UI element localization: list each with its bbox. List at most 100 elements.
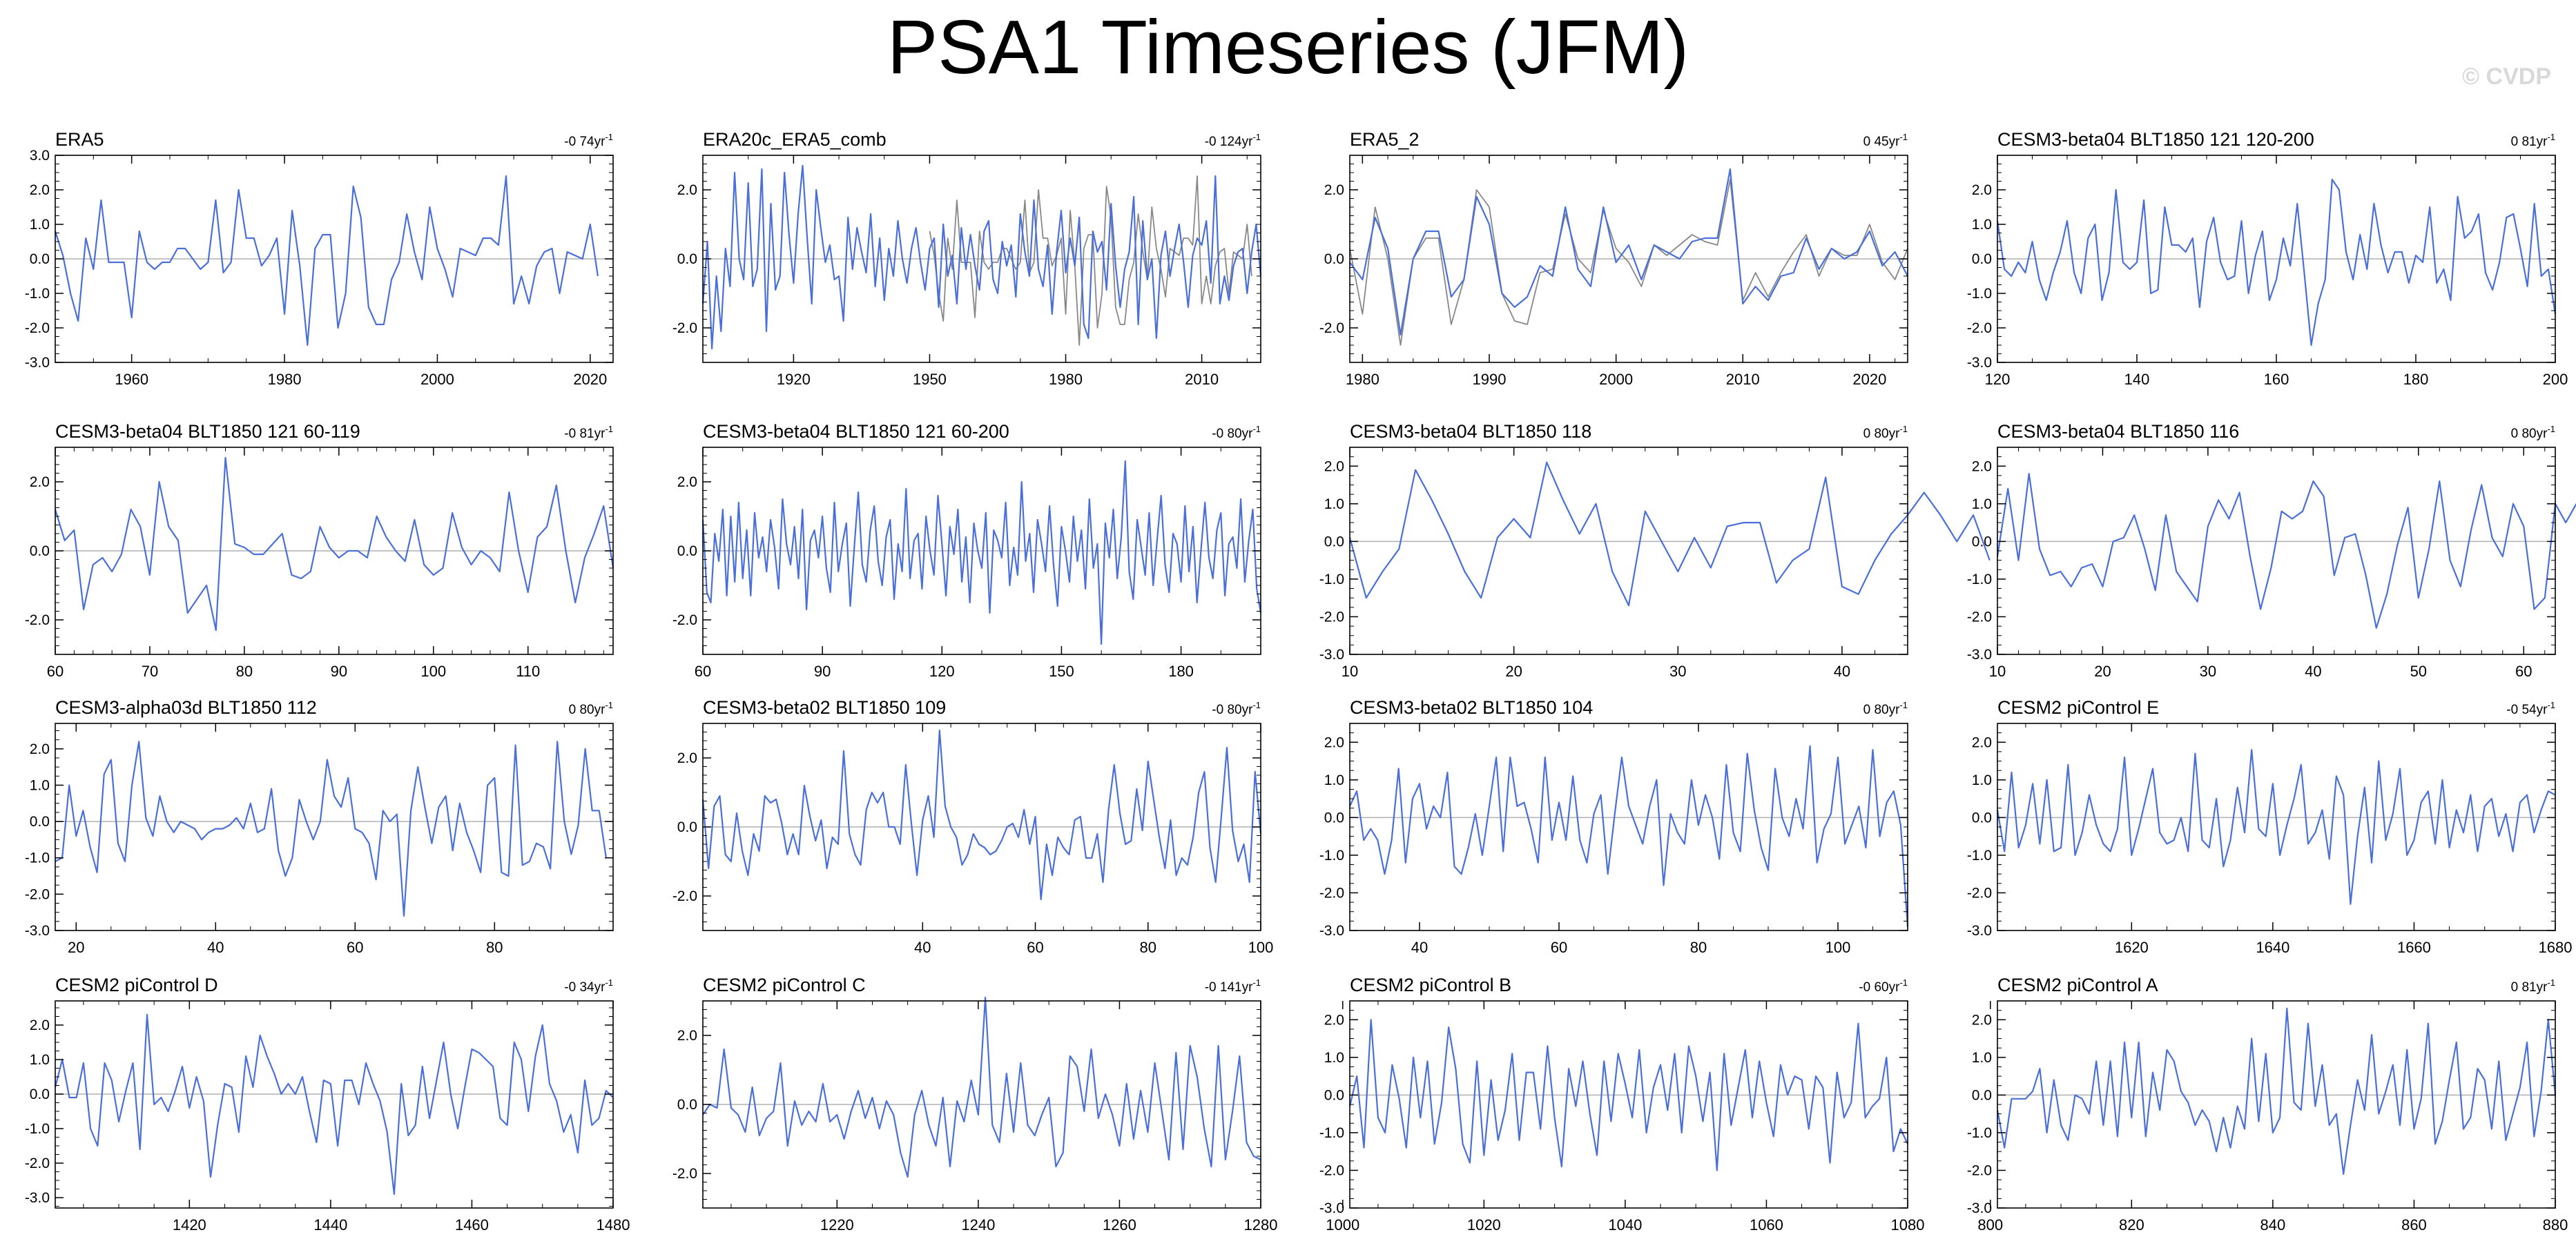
series-line: [1996, 178, 2557, 347]
y-tick-label: 0.0: [1324, 534, 1344, 549]
x-tick-label: 80: [236, 663, 253, 680]
y-tick-label: 0.0: [1972, 1087, 1992, 1103]
x-tick-label: 1240: [961, 1216, 995, 1234]
x-tick-label: 1980: [268, 371, 302, 388]
x-tick-label: 1280: [1244, 1216, 1278, 1234]
x-tick-label: 1960: [115, 371, 148, 388]
series-line: [1996, 473, 2576, 629]
y-tick-label: -2.0: [672, 888, 697, 904]
panel-title: CESM3-beta04 BLT1850 118: [1350, 421, 1591, 442]
x-tick-label: 30: [1669, 663, 1686, 680]
x-tick-label: 100: [1248, 939, 1274, 956]
trend-label: 0 81yr-1: [2511, 132, 2555, 149]
series-line: [701, 164, 1262, 350]
x-tick-label: 1080: [1891, 1216, 1925, 1234]
y-tick-label: 0.0: [30, 251, 50, 267]
x-tick-label: 60: [347, 939, 363, 956]
x-tick-label: 60: [47, 663, 64, 680]
y-tick-label: 2.0: [1972, 734, 1992, 750]
y-tick-label: -2.0: [1319, 1162, 1344, 1178]
panel-title: CESM3-beta04 BLT1850 116: [1997, 421, 2239, 442]
x-tick-label: 150: [1049, 663, 1074, 680]
y-tick-label: 2.0: [30, 474, 50, 490]
x-tick-label: 1950: [913, 371, 947, 388]
x-tick-label: 1680: [2539, 939, 2573, 956]
chart-panel: CESM3-beta02 BLT1850 104 0 80yr-1 2.0 1.0 0.…: [1319, 697, 1909, 956]
trend-label: 0 45yr-1: [1863, 132, 1908, 149]
y-tick-label: -3.0: [1967, 355, 1992, 371]
y-tick-label: -1.0: [25, 850, 50, 866]
x-tick-label: 1620: [2115, 939, 2149, 956]
panel-title: ERA5_2: [1350, 129, 1420, 150]
trend-label: -0 34yr-1: [564, 977, 613, 995]
x-tick-label: 1440: [313, 1216, 347, 1234]
y-tick-label: -2.0: [1319, 320, 1344, 336]
y-tick-label: -2.0: [25, 886, 50, 902]
series-line: [702, 996, 1261, 1178]
x-tick-label: 1640: [2256, 939, 2289, 956]
y-tick-label: 2.0: [1972, 182, 1992, 198]
trend-label: 0 80yr-1: [1863, 700, 1908, 717]
y-tick-label: 1.0: [30, 777, 50, 793]
x-tick-label: 50: [2410, 663, 2427, 680]
x-tick-label: 40: [207, 939, 224, 956]
x-tick-label: 1020: [1467, 1216, 1501, 1234]
chart-panel: CESM3-beta04 BLT1850 116 0 80yr-1 2.0 1.0 0.…: [1967, 421, 2576, 680]
x-tick-label: 30: [2200, 663, 2216, 680]
watermark: © CVDP: [2462, 64, 2551, 90]
y-tick-label: 1.0: [30, 217, 50, 233]
x-tick-label: 1980: [1346, 371, 1379, 388]
x-tick-label: 110: [516, 663, 540, 680]
x-tick-label: 2010: [1726, 371, 1760, 388]
chart-panel: ERA5_2 0 45yr-1 2.0 0.0 -2.0 1980 1990 2000 2010…: [1319, 129, 1908, 388]
x-tick-label: 120: [929, 663, 955, 680]
trend-label: 0 80yr-1: [569, 700, 613, 717]
chart-panel: CESM3-beta04 BLT1850 121 60-200 -0 80yr-1…: [672, 421, 1262, 680]
x-tick-label: 100: [1826, 939, 1851, 956]
chart-panel: ERA20c_ERA5_comb -0 124yr-1 2.0 0.0 -2.0 1920…: [672, 129, 1262, 388]
x-tick-label: 2000: [1599, 371, 1633, 388]
x-tick-label: 800: [1977, 1216, 2003, 1234]
x-tick-label: 120: [1985, 371, 2011, 388]
panel-title: ERA5: [55, 129, 104, 150]
y-tick-label: -3.0: [25, 1190, 50, 1206]
series-line: [54, 456, 614, 632]
y-tick-label: 2.0: [1324, 1012, 1344, 1028]
y-tick-label: 0.0: [1972, 534, 1992, 549]
x-tick-label: 1000: [1326, 1216, 1359, 1234]
y-tick-label: 0.0: [1324, 251, 1344, 267]
panel-title: CESM2 piControl C: [703, 975, 866, 995]
y-tick-label: -3.0: [25, 355, 50, 371]
y-tick-label: -3.0: [1967, 923, 1992, 939]
x-tick-label: 840: [2260, 1216, 2286, 1234]
y-tick-label: 0.0: [677, 1097, 697, 1113]
x-tick-label: 80: [1140, 939, 1156, 956]
y-tick-label: -1.0: [1967, 848, 1992, 864]
y-tick-label: 0.0: [30, 543, 50, 559]
y-tick-label: 0.0: [30, 1087, 50, 1102]
y-tick-label: 1.0: [1972, 496, 1992, 512]
x-tick-label: 20: [2094, 663, 2111, 680]
chart-panel: CESM3-beta04 BLT1850 121 120-200 0 81yr-1…: [1967, 129, 2568, 388]
y-tick-label: 2.0: [677, 750, 697, 766]
y-tick-label: -3.0: [1319, 1200, 1344, 1216]
chart-panel: CESM3-alpha03d BLT1850 112 0 80yr-1 2.0 1.0…: [25, 697, 614, 956]
x-tick-label: 1420: [173, 1216, 206, 1234]
y-tick-label: -2.0: [25, 612, 50, 628]
plot-frame: [55, 1000, 614, 1209]
series-line: [1349, 168, 1908, 336]
chart-panel: CESM2 piControl C -0 141yr-1 2.0 0.0 -2.0 122…: [672, 975, 1278, 1234]
trend-label: 0 81yr-1: [2511, 977, 2555, 995]
series-line: [701, 460, 1262, 645]
y-tick-label: 0.0: [1972, 251, 1992, 267]
panel-title: CESM3-beta04 BLT1850 121 60-200: [703, 421, 1009, 442]
y-tick-label: -2.0: [1967, 885, 1992, 901]
x-tick-label: 80: [486, 939, 503, 956]
reference-series-line: [1349, 179, 1908, 346]
y-tick-label: -1.0: [1967, 572, 1992, 587]
y-tick-label: 1.0: [1972, 217, 1992, 233]
y-tick-label: 2.0: [1324, 458, 1344, 474]
x-tick-label: 1060: [1750, 1216, 1783, 1234]
x-tick-label: 820: [2119, 1216, 2144, 1234]
x-tick-label: 1990: [1473, 371, 1507, 388]
